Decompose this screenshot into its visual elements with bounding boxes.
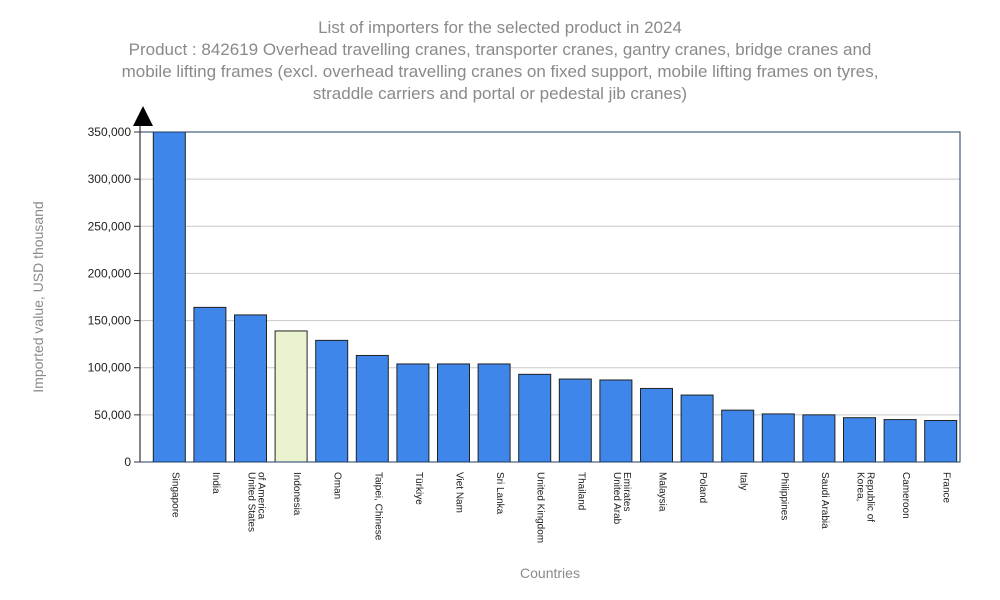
x-category-label: of America — [256, 472, 267, 520]
x-category-label: Malaysia — [657, 472, 668, 512]
bar-poland[interactable] — [680, 394, 714, 463]
bar-india[interactable] — [193, 306, 227, 463]
x-category-label: United States — [246, 472, 257, 532]
bar-indonesia[interactable] — [274, 330, 308, 463]
bar-france[interactable] — [924, 420, 958, 463]
bar-italy[interactable] — [721, 409, 755, 463]
bar-korea-republic-of[interactable] — [843, 417, 876, 463]
chart-subtitle-line-3: straddle carriers and portal or pedestal… — [312, 84, 688, 103]
x-category-label: Emirates — [621, 472, 632, 511]
bar-taipei-chinese[interactable] — [355, 354, 389, 463]
bar-sri-lanka[interactable] — [477, 363, 511, 463]
x-category-label: Philippines — [778, 472, 789, 520]
x-category-label: Thailand — [575, 472, 586, 510]
y-tick-label: 0 — [124, 455, 131, 469]
x-category-label: Singapore — [169, 472, 180, 518]
x-category-label: Viet Nam — [454, 472, 465, 513]
x-category-label: United Arab — [611, 472, 622, 525]
bar-singapore[interactable] — [152, 131, 186, 463]
bar-viet-nam[interactable] — [437, 363, 470, 463]
bar-thailand[interactable] — [558, 378, 592, 463]
x-category-label: Taipei, Chinese — [372, 472, 383, 541]
chart-title: List of importers for the selected produ… — [318, 18, 682, 37]
x-category-label: Poland — [697, 472, 708, 503]
x-category-label: Cameroon — [900, 472, 911, 519]
bar-oman[interactable] — [315, 339, 349, 463]
x-axis-title: Countries — [520, 565, 580, 581]
x-category-label: Italy — [738, 472, 749, 490]
chart-subtitle-line-2: mobile lifting frames (excl. overhead tr… — [121, 62, 879, 81]
x-category-label: Saudi Arabia — [819, 472, 830, 529]
bar-cameroon[interactable] — [883, 419, 917, 463]
x-category-label: Oman — [332, 472, 343, 499]
y-tick-label: 350,000 — [88, 125, 132, 139]
chart-title-block: List of importers for the selected produ… — [20, 17, 980, 105]
y-tick-label: 100,000 — [88, 361, 132, 375]
bars — [152, 131, 958, 463]
x-axis-labels: Singapore India United States of America Ind… — [169, 472, 951, 543]
y-axis-arrow-icon — [133, 106, 153, 126]
y-tick-label: 300,000 — [88, 172, 132, 186]
bar-philippines[interactable] — [761, 413, 795, 463]
x-category-label: United Kingdom — [535, 472, 546, 543]
chart-subtitle-line-1: Product : 842619 Overhead travelling cra… — [128, 40, 872, 59]
x-category-label: Sri Lanka — [494, 472, 505, 515]
x-category-label: Türkiye — [413, 472, 424, 505]
bar-saudi-arabia[interactable] — [802, 414, 836, 463]
bar-t-rkiye[interactable] — [396, 363, 430, 463]
x-category-label: India — [210, 472, 221, 494]
y-tick-label: 150,000 — [88, 314, 132, 328]
y-tick-label: 200,000 — [88, 266, 132, 280]
y-axis-title: Imported value, USD thousand — [30, 201, 46, 392]
bar-united-states-of-america[interactable] — [234, 314, 267, 463]
bar-united-kingdom[interactable] — [518, 373, 552, 463]
bar-malaysia[interactable] — [640, 387, 673, 463]
y-tick-label: 50,000 — [94, 408, 131, 422]
x-category-label: Korea, — [855, 472, 866, 501]
x-category-label: Indonesia — [291, 472, 302, 516]
y-axis-ticks: 0 50,000 100,000 150,000 200,000 250,000 300,0… — [88, 125, 140, 469]
y-tick-label: 250,000 — [88, 219, 132, 233]
grid-lines — [140, 178, 960, 416]
x-category-label: Republic of — [865, 472, 876, 522]
bar-united-arab-emirates[interactable] — [599, 379, 633, 463]
x-category-label: France — [941, 472, 952, 504]
